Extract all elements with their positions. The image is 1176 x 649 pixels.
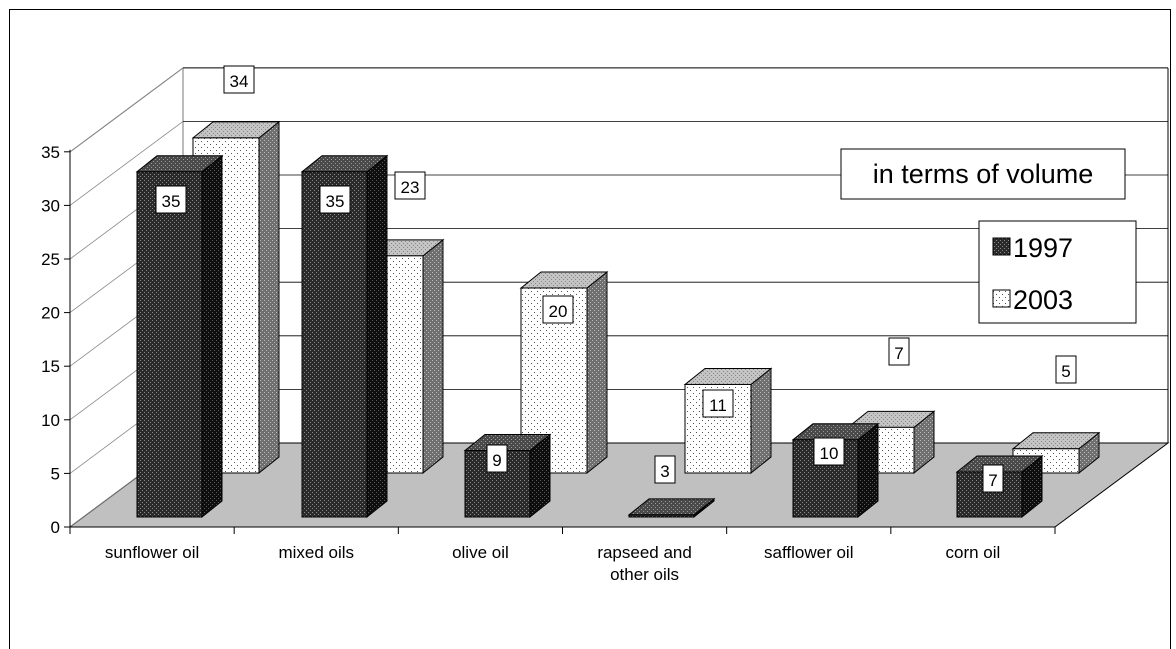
svg-text:7: 7 (894, 344, 903, 363)
svg-text:10: 10 (820, 444, 839, 463)
x-tick-label: sunflower oil (105, 543, 200, 562)
legend-label-2003: 2003 (1013, 285, 1073, 315)
legend-label-1997: 1997 (1013, 233, 1073, 263)
bar-1997-3 (627, 497, 716, 519)
svg-text:7: 7 (988, 471, 997, 490)
side-gridline-30 (69, 121, 184, 206)
side-gridline-35 (69, 67, 184, 153)
y-tick-label: 20 (41, 304, 60, 323)
svg-text:3: 3 (660, 462, 669, 481)
series-2003-bars (191, 120, 1101, 475)
x-tick-label: mixed oils (278, 543, 354, 562)
data-label-1997-2: 9 (486, 444, 508, 473)
legend-swatch-2003 (992, 289, 1011, 308)
data-label-2003-1: 23 (394, 171, 426, 200)
y-tick-label: 0 (51, 518, 60, 537)
y-tick-label: 5 (51, 464, 60, 483)
data-label-1997-0: 35 (155, 185, 187, 214)
data-label-2003-0: 34 (223, 65, 255, 94)
data-label-1997-5: 7 (982, 464, 1004, 493)
y-tick-label: 15 (41, 357, 60, 376)
data-label-1997-1: 35 (319, 185, 351, 214)
y-tick-label: 30 (41, 196, 60, 215)
svg-text:35: 35 (162, 192, 181, 211)
chart-axes: 0 5 10 15 20 25 30 35 sunflower oil mixed oils oli… (41, 143, 1056, 584)
chart-frame (9, 9, 1171, 649)
legend: 1997 2003 (978, 220, 1137, 324)
data-label-2003-5: 5 (1055, 355, 1077, 384)
y-tick-label: 35 (41, 143, 60, 162)
svg-text:9: 9 (492, 451, 501, 470)
y-tick-label: 10 (41, 411, 60, 430)
svg-text:11: 11 (709, 396, 727, 415)
data-label-2003-2: 20 (542, 295, 574, 324)
data-label-1997-3: 3 (654, 455, 676, 484)
legend-swatch-1997 (992, 237, 1011, 256)
svg-text:20: 20 (549, 302, 568, 321)
svg-text:35: 35 (326, 192, 345, 211)
svg-text:23: 23 (401, 178, 420, 197)
x-tick-label: corn oil (946, 543, 1001, 562)
bar-1997-2 (463, 433, 552, 519)
bar-1997-0 (135, 154, 224, 519)
data-label-2003-4: 7 (888, 337, 910, 366)
bar-1997-1 (300, 154, 389, 519)
bar-2003-3 (683, 367, 773, 475)
annotation-box: in terms of volume (840, 148, 1126, 200)
data-labels: 34 23 20 11 7 5 35 35 9 3 10 7 (155, 65, 1077, 493)
x-tick-label: olive oil (452, 543, 509, 562)
series-1997-bars (135, 154, 1044, 519)
annotation-text: in terms of volume (873, 159, 1094, 189)
x-tick-label: safflower oil (764, 543, 853, 562)
svg-text:5: 5 (1061, 362, 1070, 381)
y-tick-label: 25 (41, 250, 60, 269)
data-label-2003-3: 11 (702, 389, 734, 418)
svg-text:34: 34 (230, 72, 249, 91)
x-tick-label: rapseed and (597, 543, 692, 562)
bar-2003-5 (1011, 431, 1101, 475)
data-label-1997-4: 10 (813, 437, 845, 466)
x-tick-label: other oils (610, 565, 679, 584)
